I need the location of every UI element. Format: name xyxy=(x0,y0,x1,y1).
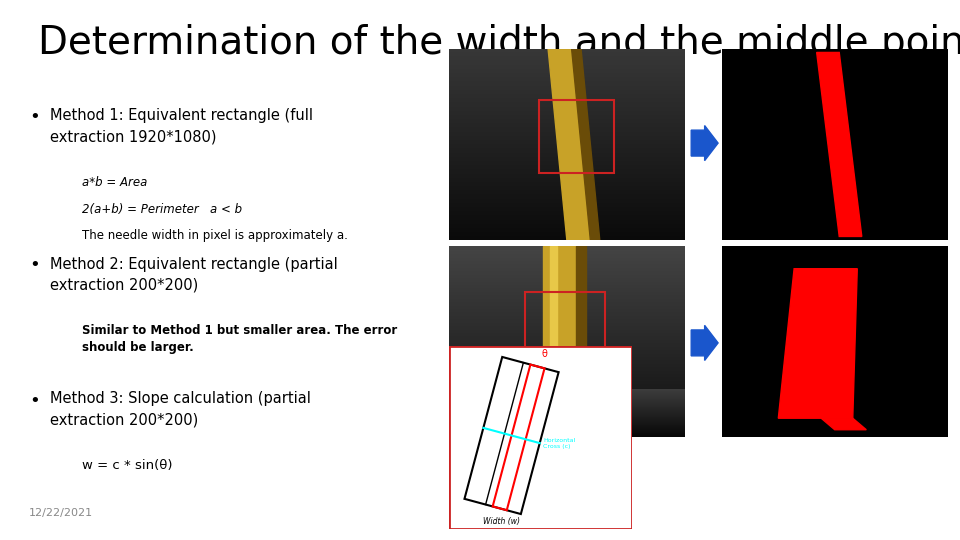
Text: Method 1: Equivalent rectangle (full
extraction 1920*1080): Method 1: Equivalent rectangle (full ext… xyxy=(50,108,313,144)
Text: Similar to Method 1 but smaller area. The error
should be larger.: Similar to Method 1 but smaller area. Th… xyxy=(82,324,396,354)
FancyArrow shape xyxy=(691,126,718,160)
Text: Method 2: Equivalent rectangle (partial
extraction 200*200): Method 2: Equivalent rectangle (partial … xyxy=(50,256,338,293)
Text: Width (w): Width (w) xyxy=(483,517,520,526)
Text: •: • xyxy=(29,392,39,409)
Text: θ: θ xyxy=(541,349,548,359)
Polygon shape xyxy=(571,49,600,240)
Polygon shape xyxy=(821,418,866,430)
Polygon shape xyxy=(548,49,590,240)
FancyArrow shape xyxy=(691,325,718,361)
Bar xyxy=(539,100,614,173)
Text: a*b = Area: a*b = Area xyxy=(82,176,147,188)
Text: Method 3: Slope calculation (partial
extraction 200*200): Method 3: Slope calculation (partial ext… xyxy=(50,392,311,428)
Polygon shape xyxy=(550,246,558,437)
Polygon shape xyxy=(817,52,862,237)
Text: Determination of the width and the middle point: Determination of the width and the middl… xyxy=(38,24,960,62)
Text: w = c * sin(θ): w = c * sin(θ) xyxy=(82,459,172,472)
Text: Horizontal
Cross (c): Horizontal Cross (c) xyxy=(543,438,576,449)
Bar xyxy=(524,292,605,364)
Text: 12/22/2021: 12/22/2021 xyxy=(29,508,93,518)
Text: •: • xyxy=(29,256,39,274)
Polygon shape xyxy=(543,246,576,437)
Text: 2(a+b) = Perimeter   a < b: 2(a+b) = Perimeter a < b xyxy=(82,202,242,215)
Text: The needle width in pixel is approximately a.: The needle width in pixel is approximate… xyxy=(82,230,348,242)
Polygon shape xyxy=(779,269,857,418)
Text: •: • xyxy=(29,108,39,126)
Polygon shape xyxy=(576,246,586,437)
